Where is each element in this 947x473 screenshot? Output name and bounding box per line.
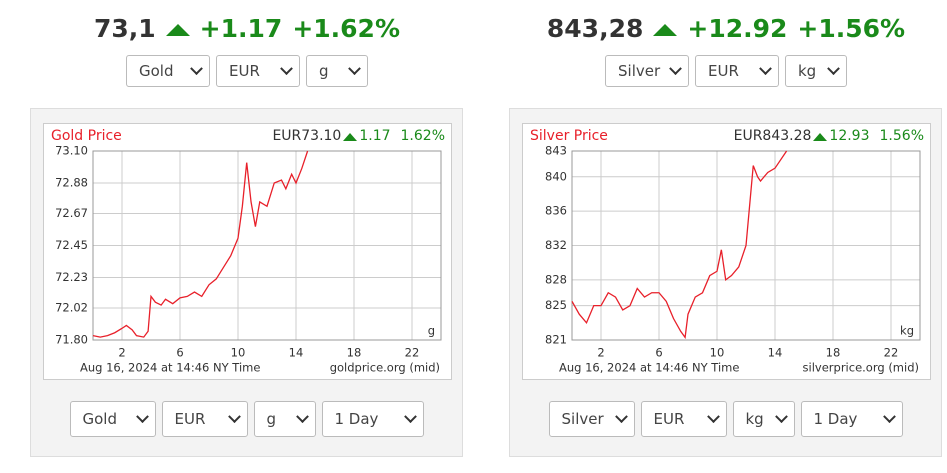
up-arrow — [343, 133, 358, 141]
select[interactable]: g — [306, 55, 368, 87]
select[interactable]: EUR — [640, 401, 727, 437]
bottom-selects: Gold EUR g 1 Day — [31, 401, 462, 437]
select[interactable]: g — [253, 401, 316, 437]
quote: EUR73.10 1.17 1.62% — [272, 128, 445, 144]
select[interactable]: EUR — [695, 55, 779, 87]
x-tick-label: 22 — [884, 346, 899, 360]
x-tick-label: 10 — [710, 346, 725, 360]
y-tick-label: 840 — [545, 169, 567, 183]
y-tick-label: 72.02 — [55, 301, 88, 315]
y-tick-label: 72.45 — [55, 238, 88, 252]
top-selects: Gold EUR g — [0, 55, 494, 87]
chart-title: Gold Price — [51, 128, 122, 144]
select[interactable]: EUR — [161, 401, 248, 437]
select[interactable]: 1 Day — [800, 401, 903, 437]
x-tick-label: 6 — [176, 346, 183, 360]
y-tick-label: 72.23 — [55, 270, 88, 284]
select[interactable]: Silver — [605, 55, 689, 87]
y-tick-label: 825 — [545, 298, 567, 312]
y-tick-label: 72.67 — [55, 206, 88, 220]
y-tick-label: 71.80 — [55, 333, 88, 347]
change-pct: +1.62% — [292, 14, 400, 43]
quote-change-pct: 1.56% — [879, 128, 924, 144]
select[interactable]: 1 Day — [321, 401, 424, 437]
quote-change: 12.93 — [829, 128, 870, 144]
y-tick-label: 72.88 — [55, 175, 88, 189]
y-tick-label: 836 — [545, 204, 567, 218]
up-arrow-shape — [165, 23, 190, 36]
x-tick-label: 18 — [347, 346, 362, 360]
quote-change: 1.17 — [359, 128, 391, 144]
chart-panel: Gold Price EUR73.10 1.17 1.62% 71.80 72.02 72.… — [30, 108, 463, 457]
y-tick-label: 832 — [545, 238, 567, 252]
up-arrow-shape — [653, 23, 678, 36]
select[interactable]: kg — [732, 401, 795, 437]
up-arrow — [165, 23, 190, 36]
price-line — [92, 150, 309, 338]
chart: Gold Price EUR73.10 1.17 1.62% 71.80 72.02 72.… — [43, 123, 452, 380]
up-arrow — [813, 133, 828, 141]
top-selects: Silver EUR kg — [479, 55, 947, 87]
price-header: 73,1 +1.17 +1.62% — [0, 14, 494, 43]
quote-change-pct: 1.62% — [400, 128, 445, 144]
x-tick-label: 10 — [231, 346, 246, 360]
quote-price: EUR843.28 — [733, 128, 812, 144]
x-tick-label: 18 — [826, 346, 841, 360]
change: +12.92 — [687, 14, 788, 43]
y-tick-label: 828 — [545, 272, 567, 286]
chart-header: Silver Price EUR843.28 12.93 1.56% — [530, 128, 924, 144]
x-tick-label: 6 — [655, 346, 662, 360]
change: +1.17 — [199, 14, 283, 43]
y-tick-label: 821 — [545, 333, 567, 347]
bottom-selects: Silver EUR kg 1 Day — [510, 401, 941, 437]
x-tick-label: 14 — [768, 346, 783, 360]
unit-label: g — [428, 324, 435, 338]
chart-header: Gold Price EUR73.10 1.17 1.62% — [51, 128, 445, 144]
x-tick-label: 14 — [289, 346, 304, 360]
price: 843,28 — [546, 14, 644, 43]
source: goldprice.org (mid) — [330, 361, 440, 375]
plot: 71.80 72.02 72.23 72.45 72.67 72.88 73.10 2 6 10 1… — [55, 144, 442, 375]
select[interactable]: Silver — [548, 401, 635, 437]
unit-label: kg — [900, 324, 914, 338]
select[interactable]: Gold — [69, 401, 156, 437]
change-pct: +1.56% — [797, 14, 906, 43]
chart-title: Silver Price — [530, 128, 608, 144]
x-tick-label: 2 — [597, 346, 604, 360]
chart-panel: Silver Price EUR843.28 12.93 1.56% 821 825 828… — [509, 108, 942, 457]
quote: EUR843.28 12.93 1.56% — [734, 128, 924, 144]
chart: Silver Price EUR843.28 12.93 1.56% 821 825 828… — [522, 123, 931, 380]
select[interactable]: kg — [785, 55, 847, 87]
y-tick-label: 843 — [545, 144, 567, 158]
price-line — [571, 150, 788, 340]
source: silverprice.org (mid) — [803, 361, 919, 375]
caption: Aug 16, 2024 at 14:46 NY Time — [80, 361, 260, 375]
caption: Aug 16, 2024 at 14:46 NY Time — [559, 361, 739, 375]
plot-border — [571, 150, 921, 341]
select[interactable]: Gold — [126, 55, 210, 87]
up-arrow — [653, 23, 678, 36]
y-tick-label: 73.10 — [55, 144, 88, 158]
price-header: 843,28 +12.92 +1.56% — [479, 14, 947, 43]
plot-border — [92, 150, 442, 341]
quote-price: EUR73.10 — [272, 128, 342, 144]
up-arrow-shape — [813, 133, 828, 141]
x-tick-label: 2 — [118, 346, 125, 360]
price: 73,1 — [93, 14, 156, 43]
x-tick-label: 22 — [405, 346, 420, 360]
select[interactable]: EUR — [216, 55, 300, 87]
up-arrow-shape — [343, 133, 358, 141]
